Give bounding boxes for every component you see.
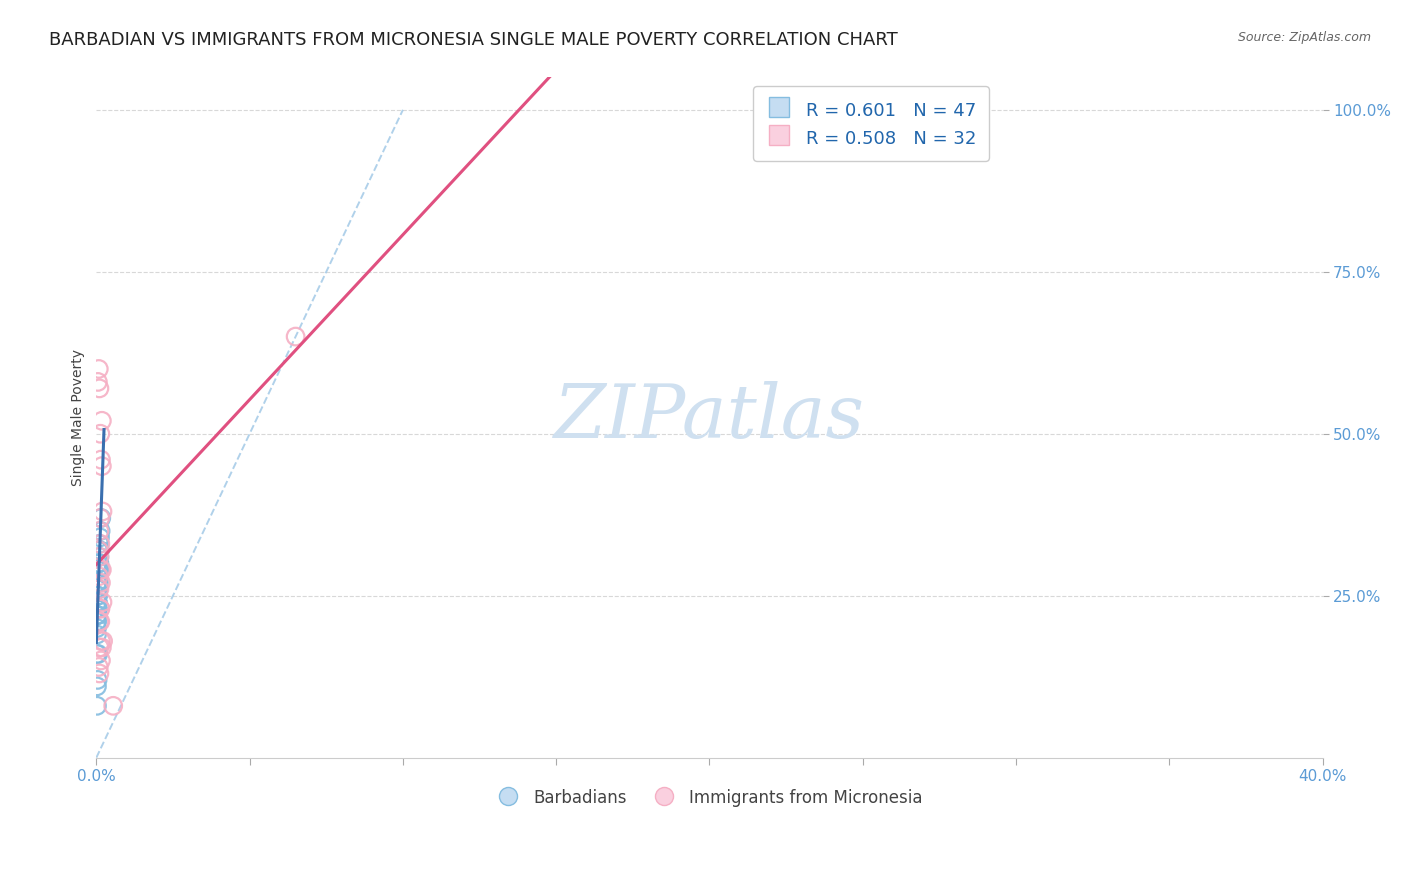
Point <box>90 575 112 590</box>
Point <box>284 329 307 343</box>
Point <box>86 621 108 635</box>
Text: Source: ZipAtlas.com: Source: ZipAtlas.com <box>1237 31 1371 45</box>
Point <box>86 595 108 609</box>
Point <box>87 375 110 389</box>
Point <box>86 595 108 609</box>
Point <box>87 563 110 577</box>
Point <box>87 563 110 577</box>
Point <box>86 601 108 615</box>
Point <box>90 653 112 667</box>
Point <box>86 673 108 687</box>
Point <box>87 543 110 558</box>
Point <box>87 647 110 661</box>
Point <box>87 589 110 603</box>
Point <box>86 608 108 623</box>
Point <box>86 627 108 641</box>
Point <box>87 582 110 597</box>
Point <box>89 511 111 525</box>
Point <box>89 557 111 571</box>
Point <box>90 640 112 655</box>
Point <box>89 615 111 629</box>
Point <box>89 524 111 538</box>
Point <box>89 549 111 564</box>
Legend: Barbadians, Immigrants from Micronesia: Barbadians, Immigrants from Micronesia <box>491 781 929 814</box>
Point <box>89 640 111 655</box>
Text: ZIPatlas: ZIPatlas <box>554 381 865 454</box>
Point <box>90 563 112 577</box>
Point <box>87 582 110 597</box>
Point <box>90 452 112 467</box>
Point <box>87 660 110 674</box>
Point <box>87 575 110 590</box>
Point <box>87 569 110 583</box>
Point <box>86 601 108 615</box>
Point <box>87 557 110 571</box>
Point <box>86 595 108 609</box>
Point <box>90 414 112 428</box>
Point <box>86 608 108 623</box>
Point <box>89 543 111 558</box>
Point <box>89 601 111 615</box>
Point <box>89 543 111 558</box>
Point <box>89 615 111 629</box>
Point <box>87 563 110 577</box>
Point <box>89 537 111 551</box>
Point <box>86 589 108 603</box>
Point <box>86 615 108 629</box>
Point <box>91 504 114 518</box>
Point <box>86 601 108 615</box>
Point <box>89 582 111 597</box>
Point <box>87 575 110 590</box>
Point <box>86 679 108 693</box>
Point <box>89 426 111 441</box>
Point <box>86 563 108 577</box>
Point <box>86 557 108 571</box>
Text: BARBADIAN VS IMMIGRANTS FROM MICRONESIA SINGLE MALE POVERTY CORRELATION CHART: BARBADIAN VS IMMIGRANTS FROM MICRONESIA … <box>49 31 898 49</box>
Point <box>91 634 114 648</box>
Point <box>90 511 112 525</box>
Point <box>86 575 108 590</box>
Point <box>89 530 111 544</box>
Point <box>103 698 125 713</box>
Point <box>89 381 111 395</box>
Point <box>89 666 111 681</box>
Point <box>86 608 108 623</box>
Point <box>86 595 108 609</box>
Point <box>87 575 110 590</box>
Point <box>90 459 112 474</box>
Point <box>89 549 111 564</box>
Point <box>86 601 108 615</box>
Point <box>87 575 110 590</box>
Point <box>86 615 108 629</box>
Point <box>86 698 108 713</box>
Y-axis label: Single Male Poverty: Single Male Poverty <box>72 349 86 486</box>
Point <box>87 543 110 558</box>
Point <box>89 537 111 551</box>
Point <box>87 563 110 577</box>
Point <box>86 647 108 661</box>
Point <box>90 524 112 538</box>
Point <box>91 595 114 609</box>
Point <box>89 601 111 615</box>
Point <box>87 563 110 577</box>
Point <box>90 634 112 648</box>
Point <box>90 563 112 577</box>
Point <box>87 582 110 597</box>
Point <box>87 362 110 376</box>
